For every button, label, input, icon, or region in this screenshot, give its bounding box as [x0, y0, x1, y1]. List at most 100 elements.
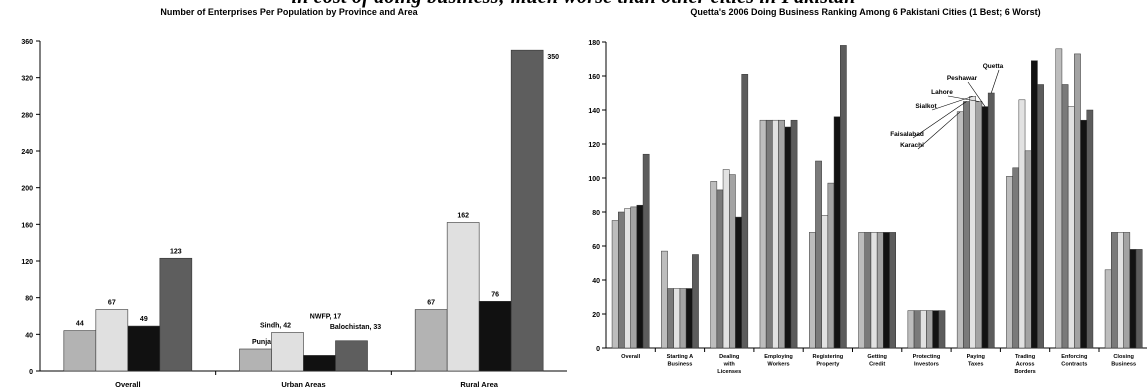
quetta-ranking-chart: Quetta's 2006 Doing Business Ranking Amo…	[584, 6, 1147, 390]
bar	[735, 216, 742, 349]
bar	[784, 126, 792, 349]
bar	[624, 208, 631, 349]
bar	[987, 92, 995, 349]
bar	[1123, 232, 1131, 349]
bar	[1067, 106, 1075, 349]
bar	[790, 119, 798, 349]
bar	[710, 181, 718, 349]
bar	[239, 348, 272, 372]
bar	[271, 332, 304, 372]
x-tick-label: Overall	[115, 380, 140, 389]
y-tick-label: 100	[588, 176, 600, 183]
y-tick-label: 80	[592, 210, 600, 217]
bar	[667, 288, 675, 349]
bar	[840, 45, 847, 349]
city-label: Lahore	[931, 89, 953, 96]
data-label: NWFP, 17	[310, 313, 341, 320]
x-tick-label: Dealing with Licenses	[717, 354, 741, 375]
bar	[778, 119, 786, 349]
quetta-ranking-chart-plot: 0 20 40 60 80 100 120 140 160 180 Overall Starting …	[588, 40, 1147, 375]
bar	[963, 101, 970, 349]
bar	[907, 310, 915, 349]
y-tick-label: 180	[588, 40, 600, 47]
bar	[969, 96, 976, 349]
bar	[335, 340, 368, 372]
x-tick-label: Getting Credit	[867, 354, 887, 368]
bar	[932, 310, 940, 349]
bar	[636, 204, 644, 349]
bar	[722, 169, 730, 349]
bar	[1012, 167, 1020, 349]
x-tick-label: Overall	[621, 354, 640, 360]
enterprises-chart-plot: 0 40 80 120 160 200 240 280 320 360 Overall 44 67 49 1…	[21, 39, 567, 389]
data-label: 350	[547, 54, 559, 61]
bar	[1117, 232, 1124, 349]
bar	[833, 116, 841, 349]
bar	[673, 288, 681, 349]
bar	[1055, 48, 1063, 349]
bar	[1006, 176, 1013, 349]
bar	[446, 222, 480, 372]
bar	[858, 232, 865, 349]
bar	[127, 325, 161, 372]
bar	[1080, 119, 1087, 349]
bar	[920, 310, 927, 349]
city-label: Faisalabad	[890, 131, 924, 138]
y-tick-label: 120	[588, 142, 600, 149]
bar	[510, 49, 544, 372]
bar	[864, 232, 872, 349]
bar	[883, 232, 890, 349]
y-tick-label: 80	[25, 296, 33, 303]
enterprises-chart-title: Number of Enterprises Per Population by …	[160, 7, 418, 17]
y-tick-label: 60	[592, 244, 600, 251]
bar	[1018, 99, 1026, 349]
bar	[876, 232, 884, 349]
bar	[661, 250, 668, 349]
data-label: Balochistan, 33	[330, 324, 381, 331]
bar	[95, 309, 129, 372]
x-tick-label: Employing Workers	[764, 354, 793, 368]
bar	[1135, 249, 1143, 349]
bar	[618, 211, 625, 349]
bar	[870, 232, 878, 349]
bar	[630, 206, 638, 349]
data-label: 67	[108, 300, 116, 307]
leader-line	[947, 95, 979, 102]
data-label: 162	[457, 213, 469, 220]
data-label: Sindh, 42	[260, 323, 291, 330]
data-label: 76	[491, 291, 499, 298]
y-tick-label: 40	[592, 278, 600, 285]
enterprises-chart: Number of Enterprises Per Population by …	[0, 6, 578, 390]
bar	[478, 301, 512, 372]
x-tick-label: Enforcing Contracts	[1061, 354, 1088, 368]
y-tick-label: 0	[596, 346, 600, 353]
quetta-ranking-chart-title: Quetta's 2006 Doing Business Ranking Amo…	[690, 7, 1041, 17]
bar	[956, 111, 964, 349]
bar	[685, 288, 693, 349]
x-tick-label: Protecting Investors	[913, 354, 941, 368]
data-label: 67	[427, 300, 435, 307]
bar	[692, 254, 699, 349]
bar	[1061, 84, 1069, 349]
y-tick-label: 40	[25, 332, 33, 339]
bar	[159, 257, 193, 372]
bar	[759, 119, 767, 349]
leader-line	[931, 96, 973, 111]
bar	[827, 182, 835, 349]
x-tick-label: Starting A Business	[667, 354, 694, 368]
data-label: 44	[76, 321, 84, 328]
bar	[809, 232, 816, 349]
bar	[772, 119, 779, 349]
y-tick-label: 280	[21, 112, 33, 119]
y-tick-label: 240	[21, 149, 33, 156]
data-label: 49	[140, 316, 148, 323]
y-tick-label: 140	[588, 108, 600, 115]
leader-line	[990, 69, 1000, 94]
bar	[741, 74, 749, 349]
bar	[1111, 232, 1118, 349]
bar	[414, 309, 448, 372]
bar	[913, 310, 921, 349]
x-tick-label: Closing Business	[1111, 354, 1136, 368]
x-tick-label: Paying Taxes	[967, 354, 986, 368]
y-tick-label: 120	[21, 259, 33, 266]
